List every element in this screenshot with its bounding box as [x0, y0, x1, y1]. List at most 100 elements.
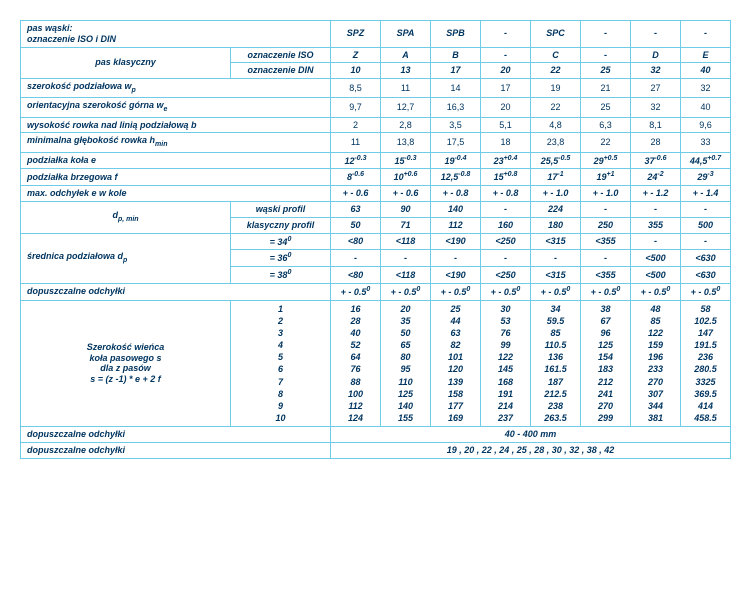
header-iso-6: - [631, 21, 681, 48]
exp-row-1-val-0: 8-0.6 [331, 169, 381, 186]
row-2-val-5: 6,3 [581, 117, 631, 133]
dpmin-waski-2: 140 [431, 201, 481, 217]
header-iso-0: SPZ [331, 21, 381, 48]
sr-36-1: - [381, 250, 431, 267]
dpmin-klas-0: 50 [331, 217, 381, 233]
exp-row-0-val-4: 25,5-0.5 [531, 152, 581, 169]
row-1-val-6: 32 [631, 98, 681, 117]
dop1-2: + - 0.50 [431, 283, 481, 300]
row-2-label: wysokość rowka nad linią podziałową b [21, 117, 331, 133]
row-0-val-0: 8,5 [331, 79, 381, 98]
exp-row-1-val-5: 19+1 [581, 169, 631, 186]
header-ozn-iso: oznaczenie ISO [231, 47, 331, 63]
dpmin-waski-5: - [581, 201, 631, 217]
row-0-val-6: 27 [631, 79, 681, 98]
exp-row-1-val-2: 12,5-0.8 [431, 169, 481, 186]
max-odch-5: + - 1.0 [581, 186, 631, 202]
row-3-val-5: 22 [581, 133, 631, 152]
row-0-val-3: 17 [481, 79, 531, 98]
exp-row-0-val-5: 29+0.5 [581, 152, 631, 169]
row-3-val-7: 33 [681, 133, 731, 152]
dpmin-klas-5: 250 [581, 217, 631, 233]
sr-34-6: - [631, 233, 681, 250]
exp-row-0-val-7: 44,5+0.7 [681, 152, 731, 169]
iso-val-5: - [581, 47, 631, 63]
dop2-val: 40 - 400 mm [331, 427, 731, 443]
dpmin-waski-6: - [631, 201, 681, 217]
header-iso-3: - [481, 21, 531, 48]
row-1-val-1: 12,7 [381, 98, 431, 117]
sr-38-7: <630 [681, 267, 731, 284]
row-3-val-3: 18 [481, 133, 531, 152]
dop1-label: dopuszczalne odchyłki [21, 283, 331, 300]
iso-val-2: B [431, 47, 481, 63]
row-1-val-5: 25 [581, 98, 631, 117]
exp-row-1-val-4: 17-1 [531, 169, 581, 186]
row-0-val-4: 19 [531, 79, 581, 98]
max-odch-2: + - 0.8 [431, 186, 481, 202]
row-2-val-6: 8,1 [631, 117, 681, 133]
din-val-6: 32 [631, 63, 681, 79]
row-3-label: minimalna głębokość rowka hmin [21, 133, 331, 152]
wieniec-col-2: 25 44 63 82 101 120 139 158 177 169 [431, 300, 481, 426]
dpmin-waski-label: wąski profil [231, 201, 331, 217]
sr-34-3: <250 [481, 233, 531, 250]
sr-34-0: <80 [331, 233, 381, 250]
header-iso-1: SPA [381, 21, 431, 48]
sr-36-4: - [531, 250, 581, 267]
wieniec-col-4: 34 59.5 85 110.5 136 161.5 187 212.5 238… [531, 300, 581, 426]
max-odch-6: + - 1.2 [631, 186, 681, 202]
header-iso-5: - [581, 21, 631, 48]
header-klas-label: pas klasyczny [21, 47, 231, 79]
dpmin-klas-4: 180 [531, 217, 581, 233]
header-ozn-din: oznaczenie DIN [231, 63, 331, 79]
row-0-val-1: 11 [381, 79, 431, 98]
exp-row-1-val-6: 24-2 [631, 169, 681, 186]
row-0-val-2: 14 [431, 79, 481, 98]
wieniec-label: Szerokość wieńcakoła pasowego sdla z pas… [21, 300, 231, 426]
exp-row-0-label: podziałka koła e [21, 152, 331, 169]
row-1-val-4: 22 [531, 98, 581, 117]
dpmin-klas-6: 355 [631, 217, 681, 233]
max-odch-1: + - 0.6 [381, 186, 431, 202]
header-iso-2: SPB [431, 21, 481, 48]
max-odch-3: + - 0.8 [481, 186, 531, 202]
exp-row-1-val-7: 29-3 [681, 169, 731, 186]
din-val-0: 10 [331, 63, 381, 79]
wieniec-col-1: 20 35 50 65 80 95 110 125 140 155 [381, 300, 431, 426]
dop1-4: + - 0.50 [531, 283, 581, 300]
sr-38-5: <355 [581, 267, 631, 284]
sr-36-3: - [481, 250, 531, 267]
row-2-val-3: 5,1 [481, 117, 531, 133]
dop3-label: dopuszczalne odchyłki [21, 442, 331, 458]
wieniec-col-5: 38 67 96 125 154 183 212 241 270 299 [581, 300, 631, 426]
row-2-val-4: 4,8 [531, 117, 581, 133]
din-val-4: 22 [531, 63, 581, 79]
belt-spec-table: pas wąski:oznaczenie ISO i DINSPZSPASPB-… [20, 20, 731, 459]
row-1-val-7: 40 [681, 98, 731, 117]
header-iso-7: - [681, 21, 731, 48]
dpmin-klas-3: 160 [481, 217, 531, 233]
sr-36-5: - [581, 250, 631, 267]
wieniec-col-0: 16 28 40 52 64 76 88 100 112 124 [331, 300, 381, 426]
din-val-1: 13 [381, 63, 431, 79]
max-odch-0: + - 0.6 [331, 186, 381, 202]
iso-val-6: D [631, 47, 681, 63]
sr-38-6: <500 [631, 267, 681, 284]
sr-34-5: <355 [581, 233, 631, 250]
row-3-val-4: 23,8 [531, 133, 581, 152]
dpmin-klas-label: klasyczny profil [231, 217, 331, 233]
dop2-label: dopuszczalne odchyłki [21, 427, 331, 443]
iso-val-3: - [481, 47, 531, 63]
din-val-3: 20 [481, 63, 531, 79]
dpmin-label: dp, min [21, 201, 231, 233]
sr-36-0: - [331, 250, 381, 267]
row-1-val-3: 20 [481, 98, 531, 117]
sr-34-7: - [681, 233, 731, 250]
iso-val-0: Z [331, 47, 381, 63]
iso-val-1: A [381, 47, 431, 63]
sr-38-2: <190 [431, 267, 481, 284]
din-val-7: 40 [681, 63, 731, 79]
row-3-val-2: 17,5 [431, 133, 481, 152]
exp-row-0-val-3: 23+0.4 [481, 152, 531, 169]
